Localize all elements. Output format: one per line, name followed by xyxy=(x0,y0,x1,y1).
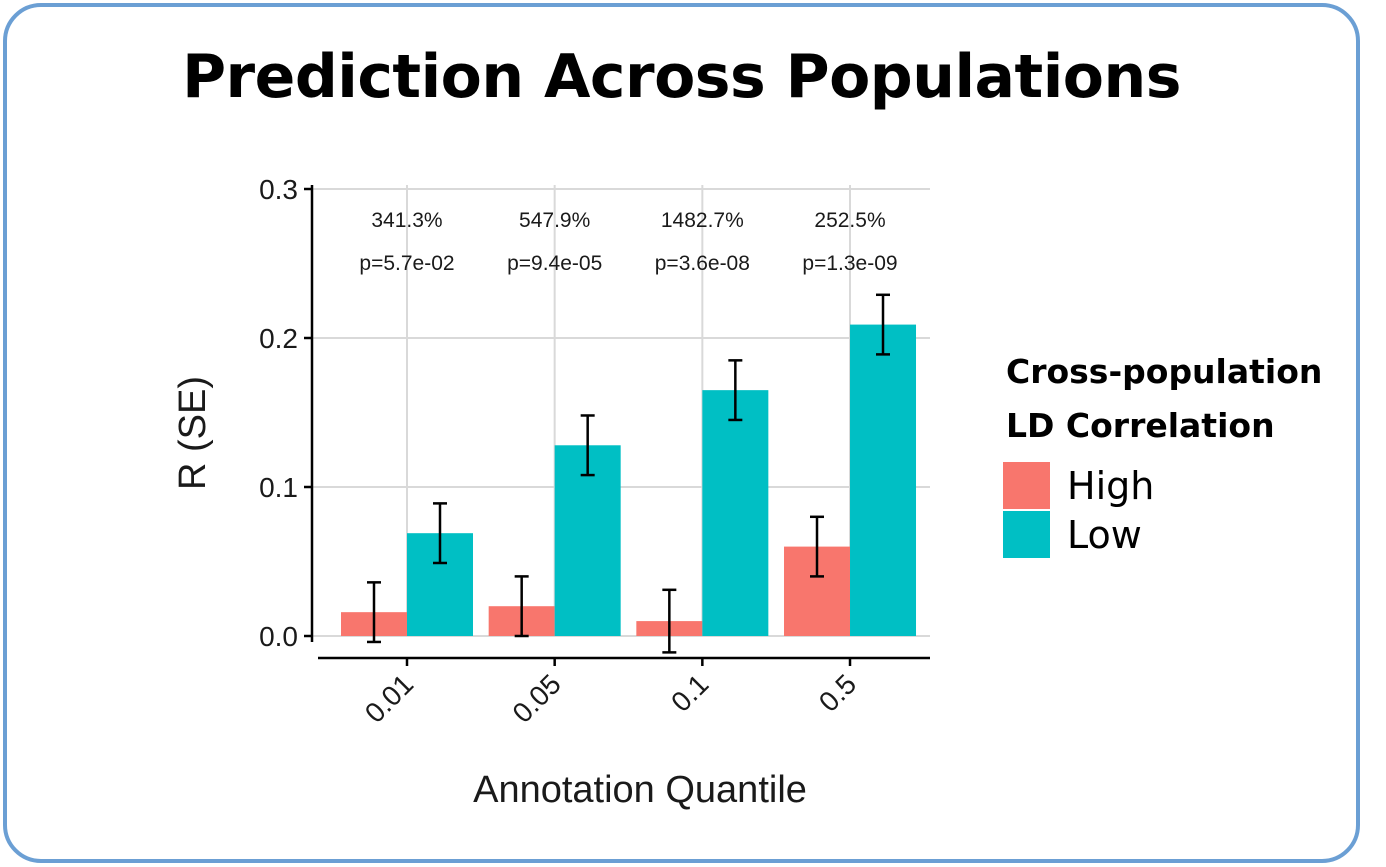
bar-low-0.5 xyxy=(850,324,917,636)
annotation-percent-0.1: 1482.7% xyxy=(661,209,744,232)
legend-item-high: High xyxy=(1003,462,1154,509)
bars xyxy=(341,324,917,636)
annotation-percent-0.01: 341.3% xyxy=(371,209,442,232)
legend-swatch-high xyxy=(1003,462,1050,509)
y-tick-label-3: 0.3 xyxy=(259,174,298,205)
legend-label-high: High xyxy=(1067,463,1155,508)
axes: 0.0 0.1 0.2 0.3 0.01 0.05 0.1 0.5 Annotation Qua… xyxy=(172,174,930,811)
error-bars xyxy=(367,293,891,654)
bar-low-0.1 xyxy=(702,390,769,636)
annotation-pvalue-0.1: p=3.6e-08 xyxy=(655,252,750,275)
legend-title-line-1: Cross-population xyxy=(1006,352,1323,391)
x-tick-label-0.1: 0.1 xyxy=(665,668,714,717)
annotations: 341.3% p=5.7e-02 547.9% p=9.4e-05 1482.7% p=3… xyxy=(359,209,897,275)
legend-swatch-low xyxy=(1003,511,1050,558)
annotation-pvalue-0.01: p=5.7e-02 xyxy=(359,252,454,275)
x-axis-title: Annotation Quantile xyxy=(473,769,807,811)
figure-card xyxy=(3,3,1360,863)
x-tick-label-0.05: 0.05 xyxy=(506,668,566,728)
annotation-percent-0.05: 547.9% xyxy=(519,209,590,232)
annotation-pvalue-0.5: p=1.3e-09 xyxy=(802,252,897,275)
legend-label-low: Low xyxy=(1067,512,1142,557)
y-tick-label-0: 0.0 xyxy=(259,621,298,652)
y-axis-title: R (SE) xyxy=(172,376,214,490)
legend-item-low: Low xyxy=(1003,511,1142,558)
x-tick-label-0.01: 0.01 xyxy=(359,668,419,728)
y-tick-label-1: 0.1 xyxy=(259,472,298,503)
x-tick-label-0.5: 0.5 xyxy=(813,668,862,717)
page-title: Prediction Across Populations xyxy=(182,42,1181,112)
legend-title-line-2: LD Correlation xyxy=(1006,406,1275,445)
bar-low-0.05 xyxy=(554,445,621,636)
legend-title: Cross-population LD Correlation xyxy=(1006,345,1322,453)
annotation-percent-0.5: 252.5% xyxy=(814,209,885,232)
y-tick-label-2: 0.2 xyxy=(259,323,298,354)
annotation-pvalue-0.05: p=9.4e-05 xyxy=(507,252,602,275)
